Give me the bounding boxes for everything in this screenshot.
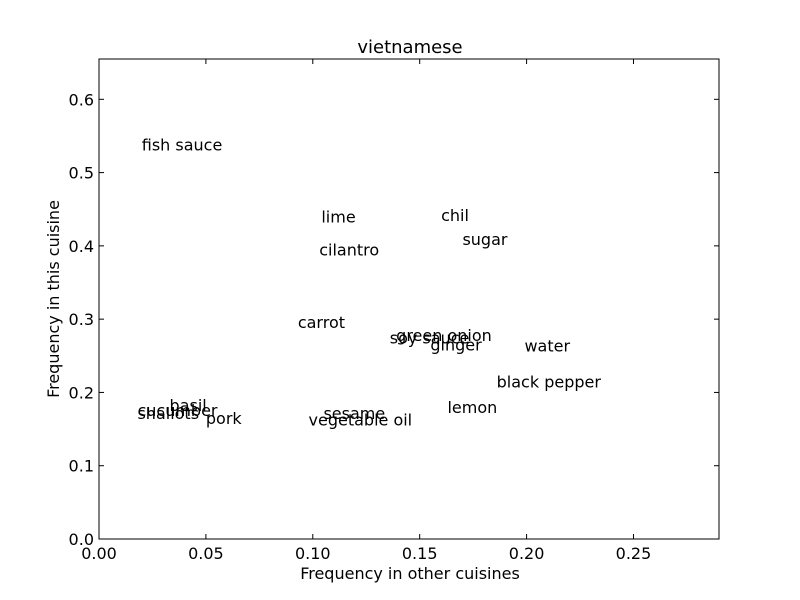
y-tick-label: 0.4 bbox=[69, 237, 94, 256]
data-point-label: vegetable oil bbox=[309, 410, 413, 429]
data-point-label: pork bbox=[206, 409, 243, 428]
chart-title: vietnamese bbox=[357, 37, 462, 58]
data-point-label: ginger bbox=[430, 336, 482, 355]
y-tick-label: 0.6 bbox=[69, 90, 94, 109]
data-point-label: lemon bbox=[447, 398, 497, 417]
x-tick-label: 0.20 bbox=[509, 544, 545, 563]
data-point-label: water bbox=[524, 336, 570, 355]
x-axis: 0.00 0.05 0.10 0.15 0.20 0.25 bbox=[81, 59, 651, 563]
data-point-label: chil bbox=[441, 206, 469, 225]
y-tick-label: 0.0 bbox=[69, 530, 94, 549]
data-point-label: sugar bbox=[462, 230, 507, 249]
y-tick-label: 0.2 bbox=[69, 383, 94, 402]
y-tick-label: 0.3 bbox=[69, 310, 94, 329]
data-point-label: cilantro bbox=[319, 240, 379, 259]
x-tick-label: 0.15 bbox=[402, 544, 438, 563]
data-point-label: shallots bbox=[137, 404, 199, 423]
data-point-label: carrot bbox=[298, 313, 345, 332]
data-point-label: basil bbox=[170, 396, 207, 415]
y-axis: 0.0 0.1 0.2 0.3 0.4 0.5 0.6 bbox=[69, 90, 719, 549]
data-point-label: cucumber bbox=[137, 401, 217, 420]
x-tick-label: 0.05 bbox=[188, 544, 224, 563]
data-point-label: soy sauce bbox=[390, 328, 470, 347]
y-tick-label: 0.1 bbox=[69, 457, 94, 476]
x-axis-label: Frequency in other cuisines bbox=[300, 564, 520, 583]
plot-area-frame bbox=[98, 58, 720, 540]
data-point-label: sesame bbox=[323, 404, 385, 423]
data-labels: fish sauce lime chil sugar cilantro carrot gre… bbox=[137, 136, 601, 430]
y-axis-label: Frequency in this cuisine bbox=[44, 200, 63, 398]
x-tick-label: 0.00 bbox=[81, 544, 117, 563]
data-point-label: green onion bbox=[396, 326, 492, 345]
data-point-label: black pepper bbox=[497, 372, 602, 391]
y-tick-label: 0.5 bbox=[69, 164, 94, 183]
x-tick-label: 0.25 bbox=[616, 544, 652, 563]
x-tick-label: 0.10 bbox=[295, 544, 331, 563]
data-point-label: fish sauce bbox=[142, 136, 223, 155]
data-point-label: lime bbox=[321, 207, 355, 226]
